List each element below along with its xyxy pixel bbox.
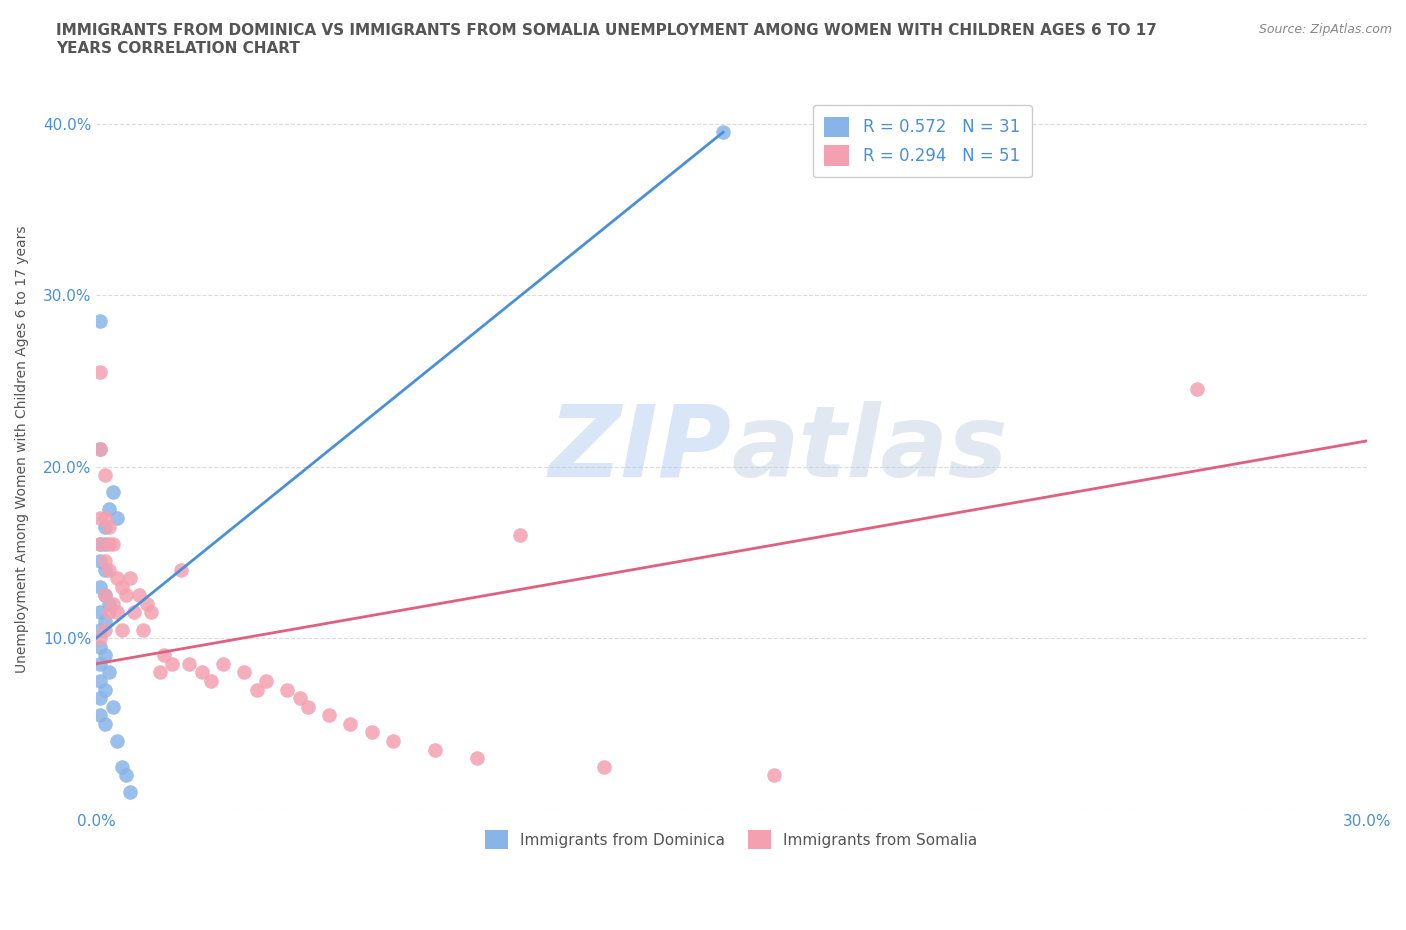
Point	[89, 511, 111, 525]
Point	[93, 588, 115, 603]
Point	[103, 596, 125, 611]
Point	[89, 442, 111, 457]
Point	[711, 125, 734, 140]
Point	[593, 759, 616, 774]
Point	[276, 682, 298, 697]
Text: ZIP: ZIP	[548, 401, 731, 498]
Point	[89, 442, 111, 457]
Point	[93, 537, 115, 551]
Point	[89, 553, 111, 568]
Text: Source: ZipAtlas.com: Source: ZipAtlas.com	[1258, 23, 1392, 36]
Point	[360, 725, 382, 740]
Point	[509, 527, 531, 542]
Point	[1187, 382, 1209, 397]
Point	[89, 579, 111, 594]
Point	[200, 673, 222, 688]
Point	[97, 502, 120, 517]
Point	[93, 614, 115, 629]
Point	[120, 785, 142, 800]
Y-axis label: Unemployment Among Women with Children Ages 6 to 17 years: Unemployment Among Women with Children A…	[15, 226, 30, 673]
Point	[297, 699, 319, 714]
Point	[141, 604, 163, 619]
Point	[120, 571, 142, 586]
Point	[97, 562, 120, 577]
Point	[170, 562, 193, 577]
Point	[97, 596, 120, 611]
Point	[246, 682, 269, 697]
Point	[179, 657, 201, 671]
Point	[153, 648, 176, 663]
Text: IMMIGRANTS FROM DOMINICA VS IMMIGRANTS FROM SOMALIA UNEMPLOYMENT AMONG WOMEN WIT: IMMIGRANTS FROM DOMINICA VS IMMIGRANTS F…	[56, 23, 1157, 56]
Point	[97, 519, 120, 534]
Point	[339, 716, 361, 731]
Point	[93, 519, 115, 534]
Point	[89, 639, 111, 654]
Point	[89, 604, 111, 619]
Point	[149, 665, 172, 680]
Point	[318, 708, 340, 723]
Point	[93, 588, 115, 603]
Point	[111, 759, 134, 774]
Point	[97, 665, 120, 680]
Point	[191, 665, 214, 680]
Point	[93, 511, 115, 525]
Point	[93, 648, 115, 663]
Point	[467, 751, 489, 765]
Point	[423, 742, 446, 757]
Point	[288, 691, 311, 706]
Point	[89, 631, 111, 645]
Point	[233, 665, 256, 680]
Point	[89, 365, 111, 379]
Point	[89, 313, 111, 328]
Point	[103, 537, 125, 551]
Point	[136, 596, 159, 611]
Point	[254, 673, 277, 688]
Point	[93, 553, 115, 568]
Point	[89, 537, 111, 551]
Point	[97, 537, 120, 551]
Legend: Immigrants from Dominica, Immigrants from Somalia: Immigrants from Dominica, Immigrants fro…	[475, 819, 988, 859]
Point	[89, 657, 111, 671]
Point	[103, 485, 125, 499]
Point	[107, 604, 129, 619]
Point	[93, 716, 115, 731]
Point	[115, 588, 138, 603]
Point	[93, 682, 115, 697]
Point	[107, 571, 129, 586]
Point	[89, 708, 111, 723]
Point	[89, 537, 111, 551]
Point	[97, 604, 120, 619]
Point	[93, 468, 115, 483]
Point	[115, 768, 138, 783]
Point	[212, 657, 235, 671]
Point	[93, 562, 115, 577]
Point	[103, 699, 125, 714]
Point	[381, 734, 404, 749]
Point	[111, 579, 134, 594]
Point	[107, 511, 129, 525]
Point	[111, 622, 134, 637]
Point	[89, 691, 111, 706]
Point	[89, 673, 111, 688]
Point	[107, 734, 129, 749]
Text: atlas: atlas	[731, 401, 1008, 498]
Point	[762, 768, 785, 783]
Point	[124, 604, 146, 619]
Point	[93, 622, 115, 637]
Point	[132, 622, 155, 637]
Point	[128, 588, 150, 603]
Point	[162, 657, 184, 671]
Point	[89, 622, 111, 637]
